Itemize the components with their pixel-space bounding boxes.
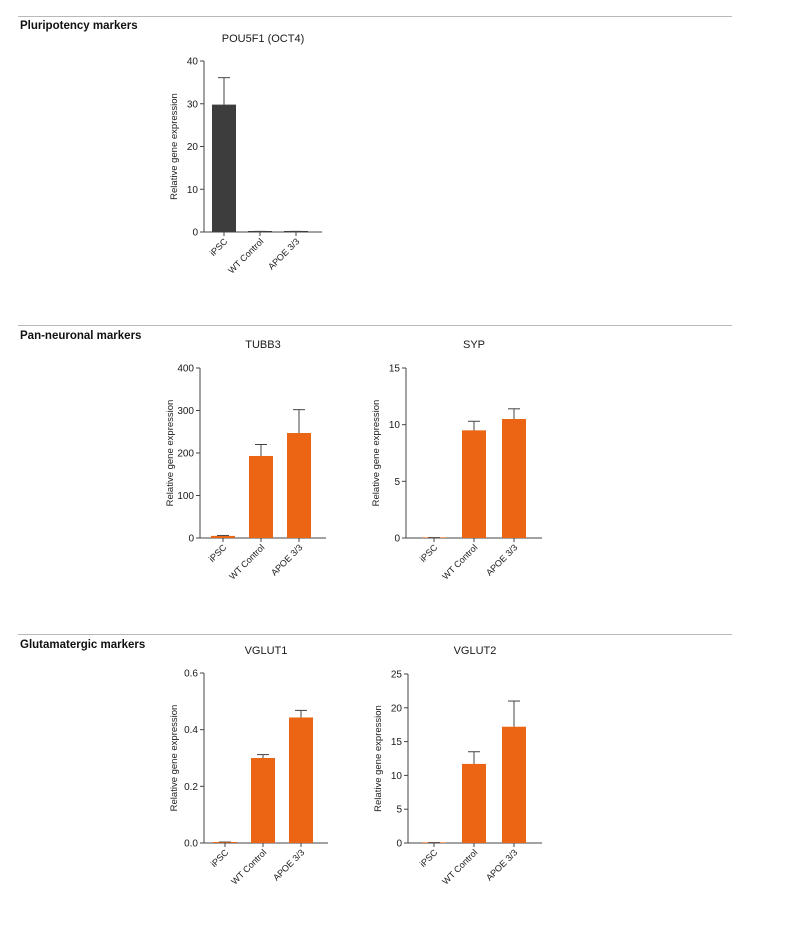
chart-vglut1: VGLUT1 Relative gene expression 0.0 0.2 0.4 0… <box>169 645 328 886</box>
x-category-label: WT Control <box>440 542 479 581</box>
bar-vglut2-1 <box>462 763 486 843</box>
y-tick-label: 0 <box>188 534 194 545</box>
y-tick-label: 0.4 <box>184 725 198 736</box>
chart-title-pou5f1: POU5F1 (OCT4) <box>222 33 305 45</box>
bar-syp-2 <box>502 419 526 538</box>
y-tick-label: 40 <box>187 57 199 68</box>
y-tick-label: 20 <box>187 142 199 153</box>
x-category-label: APOE 3/3 <box>484 542 519 577</box>
y-axis-label: Relative gene expression <box>165 400 176 507</box>
chart-vglut2: VGLUT2 Relative gene expression 0 5 10 15 20 25… <box>373 645 542 886</box>
x-category-label: WT Control <box>226 236 265 275</box>
y-tick-label: 0 <box>192 228 198 239</box>
y-tick-label: 200 <box>177 449 194 460</box>
section-divider-pan-neuronal <box>18 325 732 326</box>
x-category-label: APOE 3/3 <box>271 847 306 882</box>
bar-vglut1-1 <box>251 758 275 843</box>
section-title-pan-neuronal: Pan-neuronal markers <box>20 330 142 342</box>
section-title-glutamatergic: Glutamatergic markers <box>20 639 146 651</box>
bar-vglut1-0 <box>213 842 237 843</box>
chart-tubb3: TUBB3 Relative gene expression 0 100 200 300 4… <box>165 339 326 581</box>
x-category-label: iPSC <box>207 542 229 564</box>
y-tick-label: 100 <box>177 491 194 502</box>
y-tick-label: 15 <box>391 737 403 748</box>
y-tick-label: 300 <box>177 406 194 417</box>
chart-title-tubb3: TUBB3 <box>245 339 280 351</box>
bar-vglut1-2 <box>289 717 313 843</box>
bar-pou5f1-0 <box>212 104 236 232</box>
y-tick-label: 10 <box>389 420 401 431</box>
y-axis-label: Relative gene expression <box>373 705 384 812</box>
y-tick-label: 10 <box>391 771 403 782</box>
x-category-label: WT Control <box>229 847 268 886</box>
x-category-label: iPSC <box>208 236 230 258</box>
y-tick-label: 15 <box>389 364 401 375</box>
chart-title-vglut1: VGLUT1 <box>245 645 288 657</box>
y-tick-label: 0.6 <box>184 669 198 680</box>
bar-tubb3-1 <box>249 455 273 538</box>
chart-pou5f1: POU5F1 (OCT4) Relative gene expression 0 10… <box>169 33 322 275</box>
y-axis-label: Relative gene expression <box>169 705 180 812</box>
y-tick-label: 0 <box>394 534 400 545</box>
y-axis-label: Relative gene expression <box>169 93 180 200</box>
x-category-label: iPSC <box>209 847 231 869</box>
section-divider-glutamatergic <box>18 634 732 635</box>
y-tick-label: 0.2 <box>184 782 198 793</box>
chart-syp: SYP Relative gene expression 0 5 10 15 iPSC WT … <box>371 339 542 581</box>
bar-syp-1 <box>462 430 486 538</box>
bar-vglut2-2 <box>502 726 526 843</box>
x-category-label: iPSC <box>418 542 440 564</box>
bar-tubb3-2 <box>287 433 311 538</box>
y-tick-label: 30 <box>187 99 199 110</box>
x-category-label: APOE 3/3 <box>266 236 301 271</box>
section-title-pluripotency: Pluripotency markers <box>20 20 138 32</box>
y-tick-label: 5 <box>394 477 400 488</box>
x-category-label: WT Control <box>440 847 479 886</box>
y-tick-label: 0.0 <box>184 839 198 850</box>
y-tick-label: 20 <box>391 703 403 714</box>
y-axis-label: Relative gene expression <box>371 400 382 507</box>
y-tick-label: 5 <box>396 805 402 816</box>
chart-title-syp: SYP <box>463 339 485 351</box>
y-tick-label: 10 <box>187 185 199 196</box>
bar-tubb3-0 <box>211 535 235 538</box>
y-tick-label: 25 <box>391 670 403 681</box>
x-category-label: APOE 3/3 <box>484 847 519 882</box>
x-category-label: WT Control <box>227 542 266 581</box>
section-divider-pluripotency <box>18 16 732 17</box>
x-category-label: iPSC <box>418 847 440 869</box>
x-category-label: APOE 3/3 <box>269 542 304 577</box>
chart-title-vglut2: VGLUT2 <box>454 645 497 657</box>
y-tick-label: 400 <box>177 364 194 375</box>
y-tick-label: 0 <box>396 839 402 850</box>
